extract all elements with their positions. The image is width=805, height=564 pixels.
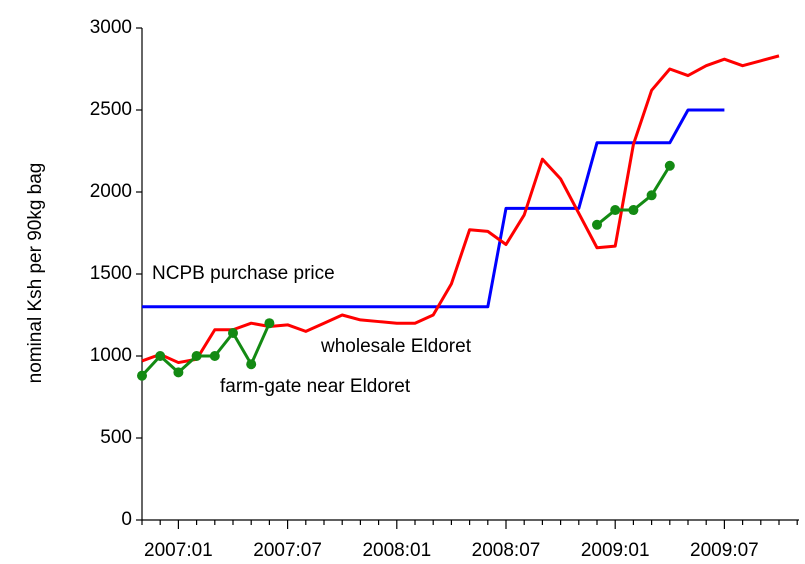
annotation: wholesale Eldoret <box>320 336 472 357</box>
x-tick-label: 2009:07 <box>690 540 759 561</box>
series-line <box>142 108 725 309</box>
x-tick-label: 2009:01 <box>581 540 650 561</box>
series-marker <box>646 190 657 201</box>
series-marker <box>155 351 166 361</box>
series-marker <box>209 351 220 361</box>
series-marker <box>628 205 639 216</box>
series-marker <box>664 160 675 171</box>
series-line <box>596 164 672 226</box>
y-axis-label: nominal Ksh per 90kg bag <box>25 163 46 384</box>
y-tick-label: 500 <box>100 427 132 448</box>
y-tick-label: 2000 <box>90 181 132 202</box>
series-marker <box>173 367 184 378</box>
x-tick-label: 2008:01 <box>362 540 431 561</box>
x-tick-label: 2007:01 <box>144 540 213 561</box>
y-tick-label: 0 <box>121 509 132 530</box>
series-marker <box>610 205 621 216</box>
y-tick-label: 2500 <box>90 99 132 120</box>
series-marker <box>246 359 257 370</box>
series-marker <box>228 328 238 339</box>
x-tick-label: 2007:07 <box>253 540 322 561</box>
annotation: farm-gate near Eldoret <box>220 376 411 397</box>
series-marker <box>137 370 147 381</box>
y-tick-label: 3000 <box>90 17 132 38</box>
series-line <box>141 54 780 365</box>
series-marker <box>592 219 602 230</box>
y-tick-label: 1500 <box>90 263 132 284</box>
series-marker <box>191 351 202 361</box>
x-tick-label: 2008:07 <box>472 540 541 561</box>
y-tick-label: 1000 <box>90 345 132 366</box>
series-marker <box>264 318 275 329</box>
annotation: NCPB purchase price <box>152 263 335 284</box>
